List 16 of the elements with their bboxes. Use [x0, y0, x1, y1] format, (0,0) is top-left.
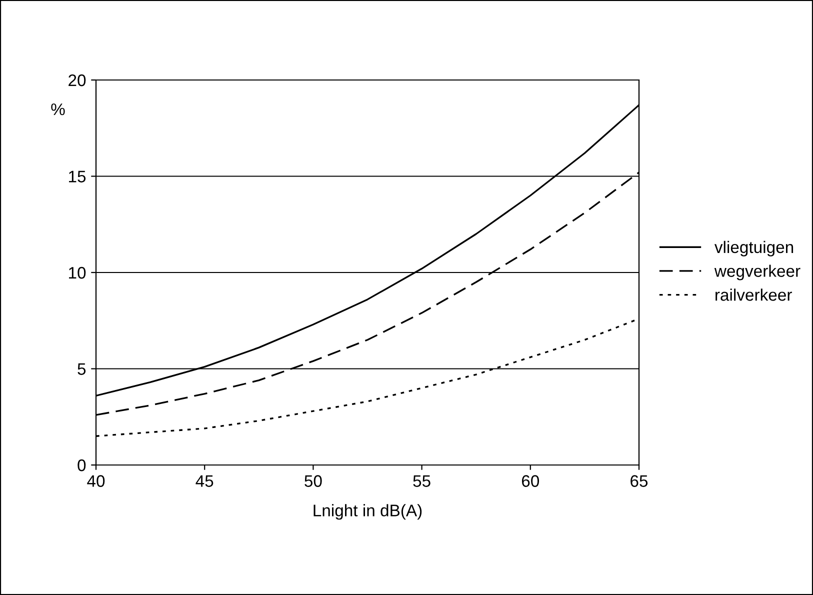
- x-tick-label: 50: [304, 475, 322, 487]
- y-tick-label: 10: [69, 266, 86, 279]
- x-axis-title: Lnight in dB(A): [314, 504, 422, 520]
- x-tick-label: 45: [196, 475, 214, 487]
- y-tick-label: 0: [78, 459, 86, 472]
- y-tick-label: 15: [69, 170, 86, 182]
- x-tick-label: 60: [522, 475, 540, 487]
- legend-label: railverkeer: [716, 288, 792, 301]
- y-tick-label: 5: [78, 363, 86, 375]
- legend-label: vliegtuigen: [714, 240, 794, 256]
- x-tick-label: 55: [413, 475, 430, 487]
- legend-label: wegverkeer: [714, 264, 800, 280]
- y-tick-label: 20: [68, 74, 86, 86]
- x-tick-label: 65: [630, 475, 648, 487]
- y-axis-title: %: [51, 103, 65, 116]
- x-tick-label: 40: [87, 475, 105, 487]
